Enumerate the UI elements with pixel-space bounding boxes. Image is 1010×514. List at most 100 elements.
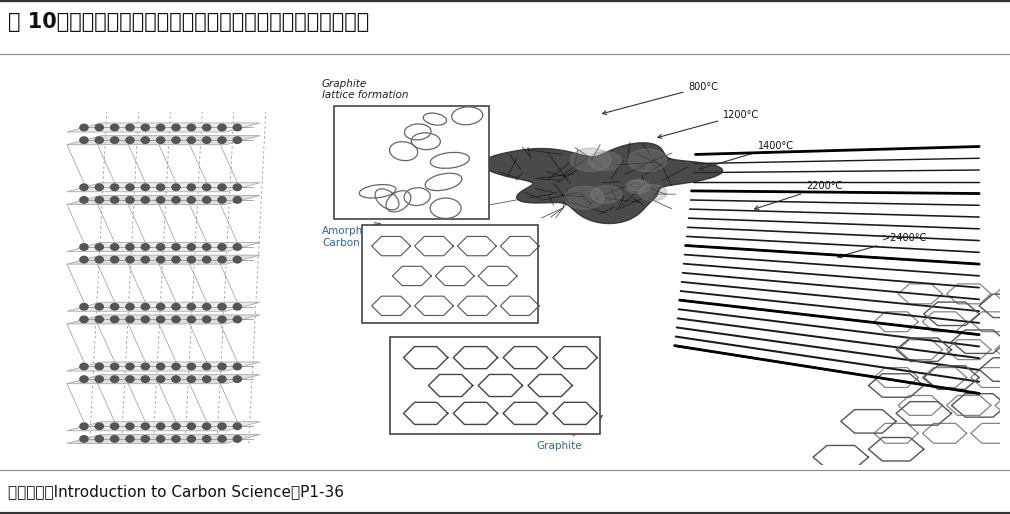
FancyBboxPatch shape xyxy=(390,337,600,434)
Circle shape xyxy=(157,256,165,263)
Circle shape xyxy=(95,244,103,250)
Circle shape xyxy=(172,137,180,143)
Polygon shape xyxy=(67,123,261,132)
Polygon shape xyxy=(67,375,261,383)
Circle shape xyxy=(157,197,165,203)
Circle shape xyxy=(110,197,119,203)
Polygon shape xyxy=(67,434,261,444)
Circle shape xyxy=(203,303,211,310)
Circle shape xyxy=(95,376,103,382)
Circle shape xyxy=(172,376,180,382)
Circle shape xyxy=(157,363,165,370)
Polygon shape xyxy=(67,136,261,144)
Circle shape xyxy=(110,244,119,250)
Circle shape xyxy=(187,436,195,442)
Circle shape xyxy=(187,303,195,310)
Circle shape xyxy=(95,137,103,143)
Circle shape xyxy=(187,363,195,370)
Circle shape xyxy=(157,316,165,323)
Circle shape xyxy=(187,423,195,430)
Circle shape xyxy=(141,256,149,263)
Circle shape xyxy=(233,423,241,430)
Circle shape xyxy=(233,316,241,323)
Text: Graphite
lattice formation: Graphite lattice formation xyxy=(322,79,408,100)
Circle shape xyxy=(157,436,165,442)
Circle shape xyxy=(126,124,134,131)
Text: 2200°C: 2200°C xyxy=(754,181,842,210)
Circle shape xyxy=(203,197,211,203)
Circle shape xyxy=(203,423,211,430)
Circle shape xyxy=(110,303,119,310)
Circle shape xyxy=(80,303,88,310)
Circle shape xyxy=(141,376,149,382)
Circle shape xyxy=(218,124,226,131)
Circle shape xyxy=(141,197,149,203)
Circle shape xyxy=(172,124,180,131)
Circle shape xyxy=(126,316,134,323)
Polygon shape xyxy=(67,362,261,371)
Circle shape xyxy=(203,137,211,143)
Circle shape xyxy=(80,184,88,191)
Circle shape xyxy=(172,316,180,323)
Circle shape xyxy=(157,137,165,143)
Circle shape xyxy=(233,376,241,382)
Circle shape xyxy=(141,244,149,250)
Circle shape xyxy=(628,180,646,191)
Circle shape xyxy=(218,184,226,191)
Circle shape xyxy=(157,303,165,310)
Circle shape xyxy=(218,316,226,323)
Circle shape xyxy=(172,244,180,250)
Circle shape xyxy=(126,363,134,370)
FancyBboxPatch shape xyxy=(362,225,537,323)
Circle shape xyxy=(638,185,667,201)
Circle shape xyxy=(95,363,103,370)
Circle shape xyxy=(203,256,211,263)
Circle shape xyxy=(187,376,195,382)
Circle shape xyxy=(80,256,88,263)
Circle shape xyxy=(233,184,241,191)
Polygon shape xyxy=(67,243,261,251)
Circle shape xyxy=(203,124,211,131)
Circle shape xyxy=(157,124,165,131)
Circle shape xyxy=(591,186,622,204)
Circle shape xyxy=(172,256,180,263)
Circle shape xyxy=(172,184,180,191)
Polygon shape xyxy=(67,195,261,205)
Text: 1200°C: 1200°C xyxy=(658,109,760,138)
Circle shape xyxy=(218,137,226,143)
Circle shape xyxy=(95,124,103,131)
Text: Amorphous
Carbon: Amorphous Carbon xyxy=(322,226,382,248)
Circle shape xyxy=(141,436,149,442)
Circle shape xyxy=(95,184,103,191)
Circle shape xyxy=(110,137,119,143)
Circle shape xyxy=(187,184,195,191)
Circle shape xyxy=(218,244,226,250)
Circle shape xyxy=(233,256,241,263)
Circle shape xyxy=(187,137,195,143)
Circle shape xyxy=(172,423,180,430)
Circle shape xyxy=(126,423,134,430)
Circle shape xyxy=(187,124,195,131)
Polygon shape xyxy=(67,302,261,311)
Polygon shape xyxy=(482,143,722,224)
Text: 图 10：石墨化是碳原子经高温重排成有序石墨晶体结构的过程: 图 10：石墨化是碳原子经高温重排成有序石墨晶体结构的过程 xyxy=(8,12,370,32)
Circle shape xyxy=(172,197,180,203)
Circle shape xyxy=(233,244,241,250)
Circle shape xyxy=(233,436,241,442)
Circle shape xyxy=(110,423,119,430)
Circle shape xyxy=(80,363,88,370)
Circle shape xyxy=(141,423,149,430)
Circle shape xyxy=(233,303,241,310)
Circle shape xyxy=(203,363,211,370)
Circle shape xyxy=(80,316,88,323)
Circle shape xyxy=(95,256,103,263)
Circle shape xyxy=(589,152,621,171)
Circle shape xyxy=(110,184,119,191)
Circle shape xyxy=(110,256,119,263)
Circle shape xyxy=(218,256,226,263)
Circle shape xyxy=(625,179,650,194)
Text: 800°C: 800°C xyxy=(603,82,718,115)
Circle shape xyxy=(80,423,88,430)
Circle shape xyxy=(218,376,226,382)
Text: >2400°C: >2400°C xyxy=(837,233,926,258)
